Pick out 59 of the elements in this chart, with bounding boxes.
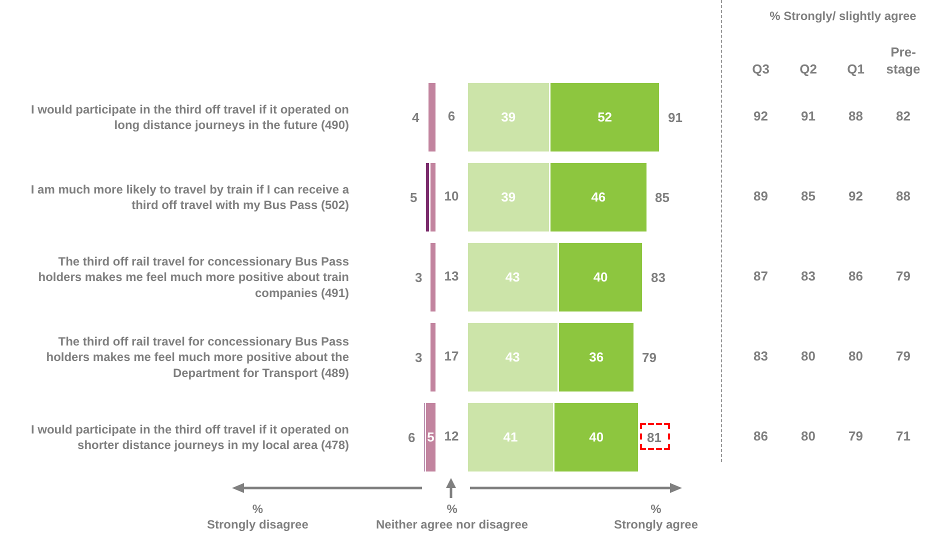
- total-label: 91: [668, 110, 682, 125]
- data-label: 43: [505, 350, 520, 364]
- total-label: 4: [412, 110, 420, 125]
- data-label: 83: [801, 268, 816, 284]
- data-label: 92: [848, 188, 863, 204]
- x-tick-label: Pre-stage: [886, 44, 920, 76]
- data-label: 87: [754, 268, 768, 284]
- y-tick-label: I am much more likely to travel by train if I can receive a third off travel with my Bus Pass (502): [30, 182, 350, 212]
- y-tick-label: The third off rail travel for concessionary Bus Pass holders makes me feel much more positive about train companies (491): [38, 254, 350, 300]
- total-label: 3: [415, 270, 422, 285]
- total-label: 85: [655, 190, 670, 205]
- y-tick-label: I would participate in the third off travel if it operated on shorter distance journeys in my local area (478): [30, 422, 349, 452]
- chart-title: % Strongly/ slightly agree: [770, 9, 917, 24]
- total-label: 6: [408, 430, 416, 445]
- total-label: 81: [647, 430, 662, 445]
- data-label: 85: [801, 188, 816, 204]
- total-label: 3: [415, 350, 422, 365]
- x-tick-label: Q2: [800, 61, 817, 76]
- data-label: 10: [444, 188, 459, 204]
- data-label: 92: [754, 108, 768, 124]
- data-label: 83: [754, 348, 768, 364]
- y-tick-label: I would participate in the third off travel if it operated on long distance journeys in the future (490): [30, 102, 350, 132]
- text: % Strongly disagree: [207, 502, 309, 532]
- data-label: 6: [448, 108, 456, 124]
- data-label: 88: [848, 108, 863, 124]
- data-label: 79: [896, 348, 910, 364]
- data-label: 71: [896, 428, 910, 444]
- data-label: 82: [896, 108, 910, 124]
- y-tick-label: The third off rail travel for concessionary Bus Pass holders makes me feel much more positive about the Department for Transport (489): [46, 334, 350, 380]
- data-label: 41: [503, 430, 518, 444]
- data-label: 39: [501, 110, 516, 124]
- data-label: 40: [593, 270, 608, 284]
- data-label: 80: [801, 428, 816, 444]
- data-label: 46: [591, 190, 606, 204]
- data-label: 79: [896, 268, 910, 284]
- data-label: 89: [754, 188, 768, 204]
- data-label: 52: [598, 110, 612, 124]
- x-tick-label: Q3: [752, 61, 770, 76]
- data-label: 86: [848, 268, 863, 284]
- data-label: 80: [848, 348, 863, 364]
- data-label: 86: [754, 428, 768, 444]
- data-label: 39: [501, 190, 516, 204]
- data-label: 43: [505, 270, 520, 284]
- x-tick-label: Q1: [847, 61, 864, 76]
- data-label: 13: [444, 268, 459, 284]
- data-label: 5: [427, 430, 434, 444]
- text: % Strongly agree: [614, 502, 698, 532]
- text: % Neither agree nor disagree: [376, 502, 528, 532]
- data-label: 12: [444, 428, 459, 444]
- total-label: 83: [651, 270, 666, 285]
- data-label: 36: [589, 350, 604, 364]
- data-label: 17: [444, 348, 459, 364]
- data-label: 79: [848, 428, 863, 444]
- total-label: 5: [410, 190, 418, 205]
- total-label: 79: [642, 350, 656, 365]
- data-label: 88: [896, 188, 910, 204]
- data-label: 80: [801, 348, 816, 364]
- data-label: 91: [801, 108, 816, 124]
- data-label: 40: [589, 430, 604, 444]
